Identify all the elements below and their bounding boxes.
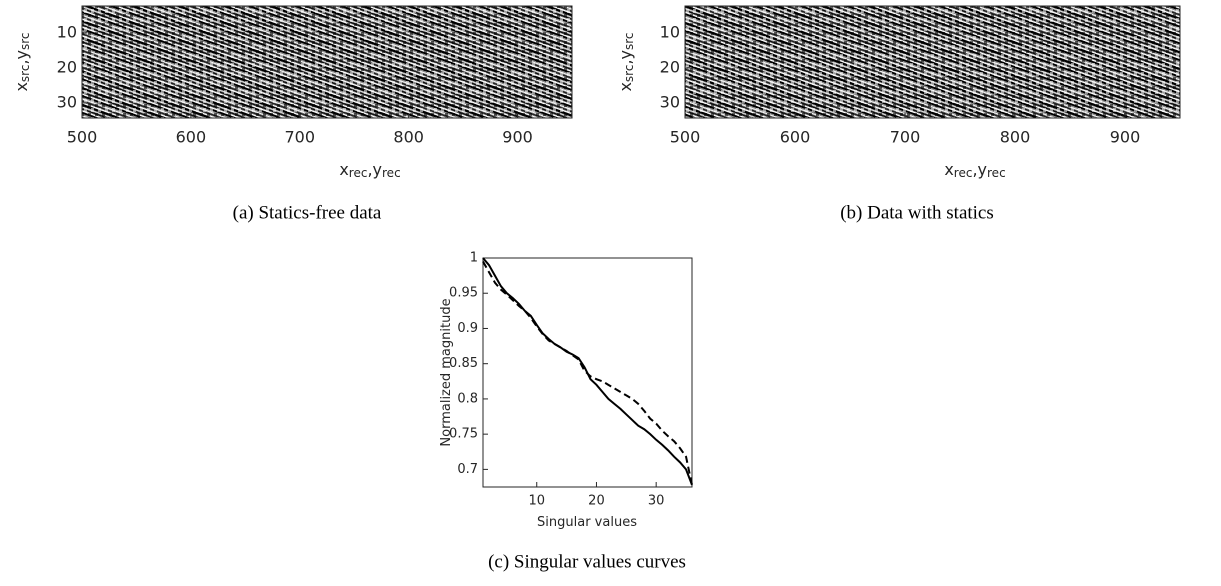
label-text: y: [616, 50, 635, 59]
subscript: src: [622, 32, 636, 50]
label-text: x: [12, 82, 31, 91]
axes-box: [482, 257, 693, 488]
y-tick-label: 30: [660, 92, 680, 111]
y-tick-label: 0.95: [449, 286, 478, 301]
x-tick-label: 800: [393, 128, 424, 147]
subscript: rec: [349, 166, 368, 180]
y-tick-label: 0.8: [457, 391, 478, 406]
y-axis-label: xsrc,ysrc: [12, 32, 33, 91]
axes-box: [684, 5, 1181, 119]
label-text: Singular values: [537, 515, 637, 530]
y-tick-label: 0.75: [449, 427, 478, 442]
caption: (c) Singular values curves: [488, 551, 686, 572]
series-line: [482, 257, 693, 486]
y-tick-label: 0.85: [449, 356, 478, 371]
y-tick-label: 10: [660, 22, 680, 41]
x-axis-label: xrec,yrec: [339, 160, 400, 181]
label-text: x: [616, 82, 635, 91]
x-tick-label: 800: [1000, 128, 1031, 147]
subscript: src: [18, 32, 32, 50]
label-text: ,: [367, 160, 372, 179]
x-tick-label: 900: [502, 128, 533, 147]
y-tick-label: 1: [470, 251, 478, 266]
x-axis-label: Singular values: [537, 515, 637, 530]
seismic-noise: [685, 6, 1180, 118]
y-tick-label: 30: [57, 92, 77, 111]
y-tick-label: 20: [660, 57, 680, 76]
x-tick-label: 600: [176, 128, 207, 147]
subscript: rec: [987, 166, 1006, 180]
series-line: [482, 261, 693, 486]
y-tick-label: 0.9: [457, 321, 478, 336]
caption: (b) Data with statics: [840, 202, 994, 223]
x-tick-label: 900: [1110, 128, 1141, 147]
label-text: x: [339, 160, 348, 179]
label-text: x: [944, 160, 953, 179]
y-axis-label: xsrc,ysrc: [616, 32, 637, 91]
label-text: y: [12, 50, 31, 59]
label-text: ,: [972, 160, 977, 179]
y-tick-label: 10: [57, 22, 77, 41]
x-tick-label: 500: [67, 128, 98, 147]
x-tick-label: 700: [890, 128, 921, 147]
x-tick-label: 10: [528, 494, 545, 509]
x-tick-label: 20: [588, 494, 605, 509]
axes-box: [81, 5, 573, 119]
subscript: rec: [382, 166, 401, 180]
subscript: src: [622, 65, 636, 83]
y-axis-label: Normalized magnitude: [439, 298, 454, 446]
label-text: y: [373, 160, 382, 179]
label-text: Normalized magnitude: [439, 298, 454, 446]
caption: (a) Statics-free data: [233, 202, 382, 223]
x-axis-label: xrec,yrec: [944, 160, 1005, 181]
y-tick-label: 20: [57, 57, 77, 76]
subscript: src: [18, 65, 32, 83]
label-text: ,: [12, 59, 31, 64]
x-tick-label: 30: [648, 494, 665, 509]
x-tick-label: 500: [670, 128, 701, 147]
y-tick-label: 0.7: [457, 462, 478, 477]
subscript: rec: [954, 166, 973, 180]
label-text: y: [978, 160, 987, 179]
x-tick-label: 600: [780, 128, 811, 147]
x-tick-label: 700: [285, 128, 316, 147]
seismic-noise: [82, 6, 572, 118]
label-text: ,: [616, 59, 635, 64]
